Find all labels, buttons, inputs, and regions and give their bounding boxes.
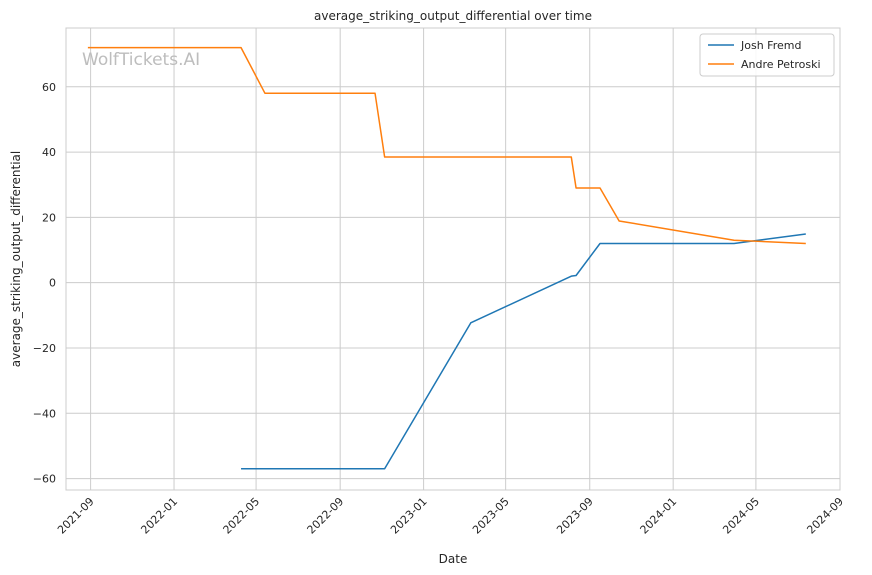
x-tick-label: 2023-01	[388, 495, 430, 537]
watermark: WolfTickets.AI	[82, 50, 200, 70]
x-tick-label: 2024-09	[804, 495, 846, 537]
legend-label-josh-fremd: Josh Fremd	[740, 39, 801, 52]
y-tick-label: 60	[42, 81, 56, 94]
legend-label-andre-petroski: Andre Petroski	[741, 58, 821, 71]
series-layer	[87, 46, 806, 470]
chart-title: average_striking_output_differential ove…	[314, 9, 592, 23]
y-ticks: −60 −40 −20 0 20 40 60	[33, 81, 56, 486]
y-tick-label: −60	[33, 473, 56, 486]
grid	[66, 28, 841, 490]
x-tick-label: 2022-05	[221, 495, 263, 537]
x-tick-label: 2022-09	[305, 495, 347, 537]
y-axis-title: average_striking_output_differential	[9, 151, 23, 367]
y-tick-label: −40	[33, 407, 56, 420]
y-tick-label: 20	[42, 211, 56, 224]
legend: Josh Fremd Andre Petroski	[699, 33, 835, 77]
plot-border	[65, 27, 841, 491]
x-tick-label: 2022-01	[138, 495, 180, 537]
y-tick-label: 0	[49, 277, 56, 290]
x-tick-label: 2024-01	[638, 495, 680, 537]
y-tick-label: 40	[42, 146, 56, 159]
x-ticks: 2021-09 2022-01 2022-05 2022-09 2023-01 2023-…	[55, 495, 846, 537]
y-tick-label: −20	[33, 342, 56, 355]
series-line-andre-petroski	[87, 46, 806, 245]
x-tick-label: 2023-05	[470, 495, 512, 537]
x-axis-title: Date	[439, 552, 468, 566]
x-tick-label: 2024-05	[720, 495, 762, 537]
plot-background	[66, 28, 840, 490]
x-tick-label: 2021-09	[55, 495, 97, 537]
series-line-josh-fremd	[241, 233, 806, 470]
x-tick-label: 2023-09	[554, 495, 596, 537]
